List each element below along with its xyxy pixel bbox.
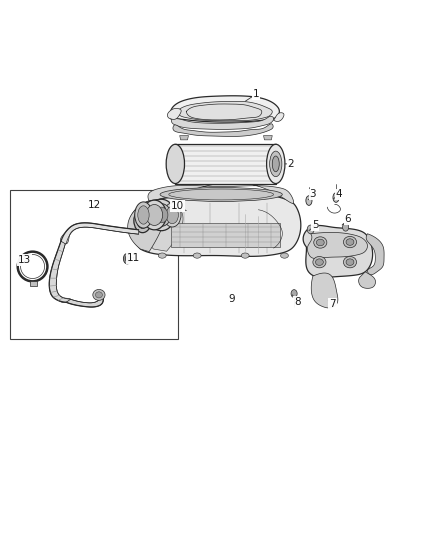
Polygon shape — [171, 116, 274, 130]
Ellipse shape — [93, 289, 105, 300]
Text: 3: 3 — [308, 189, 316, 200]
Polygon shape — [170, 96, 279, 122]
Ellipse shape — [343, 256, 357, 268]
Ellipse shape — [155, 207, 168, 223]
Polygon shape — [173, 124, 273, 136]
Ellipse shape — [166, 144, 184, 183]
Ellipse shape — [306, 196, 312, 205]
Ellipse shape — [160, 188, 283, 201]
Text: 10: 10 — [171, 201, 186, 211]
Polygon shape — [177, 101, 272, 120]
Polygon shape — [148, 182, 293, 204]
Polygon shape — [129, 191, 301, 256]
Ellipse shape — [125, 256, 130, 262]
Text: 13: 13 — [18, 255, 32, 265]
Text: 7: 7 — [328, 298, 336, 309]
Text: 1: 1 — [245, 89, 259, 101]
Ellipse shape — [315, 259, 323, 265]
Ellipse shape — [152, 204, 171, 227]
Bar — [11, 190, 178, 338]
Polygon shape — [167, 108, 181, 119]
Ellipse shape — [272, 156, 279, 172]
Ellipse shape — [241, 253, 249, 258]
Polygon shape — [30, 281, 37, 286]
Polygon shape — [140, 203, 183, 251]
Polygon shape — [359, 272, 375, 288]
Polygon shape — [49, 241, 71, 303]
Polygon shape — [66, 292, 103, 307]
Ellipse shape — [166, 206, 178, 224]
Polygon shape — [171, 223, 280, 247]
Text: 4: 4 — [333, 189, 343, 199]
Polygon shape — [127, 200, 166, 252]
Ellipse shape — [163, 203, 181, 227]
Polygon shape — [366, 234, 384, 274]
Ellipse shape — [142, 200, 166, 230]
Text: 12: 12 — [88, 200, 101, 211]
Text: 6: 6 — [342, 214, 351, 225]
Ellipse shape — [134, 208, 151, 233]
Ellipse shape — [148, 199, 175, 231]
Ellipse shape — [313, 256, 326, 268]
Polygon shape — [264, 135, 272, 140]
Ellipse shape — [146, 205, 162, 225]
Text: 5: 5 — [309, 220, 318, 231]
Ellipse shape — [346, 259, 354, 265]
Polygon shape — [180, 135, 188, 140]
Ellipse shape — [281, 253, 288, 258]
Ellipse shape — [124, 253, 131, 264]
Ellipse shape — [343, 223, 349, 231]
Ellipse shape — [346, 239, 354, 245]
Polygon shape — [303, 225, 373, 278]
Text: 9: 9 — [228, 294, 234, 304]
Ellipse shape — [307, 225, 314, 234]
Ellipse shape — [291, 289, 297, 297]
Ellipse shape — [270, 151, 282, 176]
Text: 2: 2 — [285, 159, 294, 169]
Ellipse shape — [135, 202, 152, 228]
Text: 8: 8 — [292, 295, 301, 308]
Ellipse shape — [343, 236, 357, 248]
Ellipse shape — [158, 253, 166, 258]
Text: 11: 11 — [127, 253, 141, 263]
Ellipse shape — [314, 237, 327, 248]
Ellipse shape — [137, 213, 148, 229]
Ellipse shape — [95, 292, 102, 298]
Ellipse shape — [333, 193, 339, 203]
Ellipse shape — [193, 253, 201, 258]
Polygon shape — [307, 232, 367, 259]
Ellipse shape — [316, 239, 324, 246]
Ellipse shape — [138, 206, 149, 224]
Polygon shape — [274, 113, 284, 122]
Polygon shape — [311, 273, 338, 308]
Polygon shape — [175, 144, 276, 183]
Polygon shape — [60, 223, 139, 244]
Ellipse shape — [267, 144, 285, 183]
